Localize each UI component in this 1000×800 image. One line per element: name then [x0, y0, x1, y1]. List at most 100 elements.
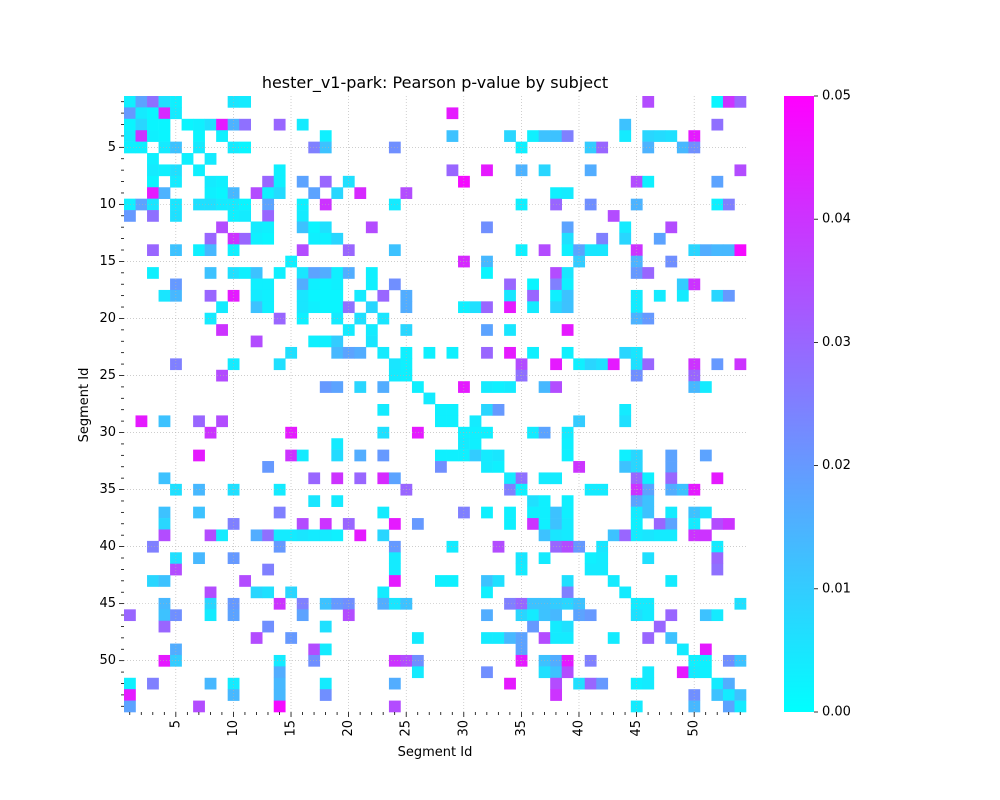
heatmap-cell	[446, 540, 459, 553]
heatmap-cell	[584, 141, 597, 154]
heatmap-cell	[377, 449, 390, 462]
heatmap-cell	[561, 597, 574, 610]
heatmap-cell	[411, 632, 424, 644]
heatmap-cell	[331, 529, 344, 542]
heatmap-cell	[354, 381, 367, 393]
heatmap-cell	[561, 495, 574, 507]
heatmap-cell	[158, 575, 171, 587]
x-axis-label: Segment Id	[398, 745, 473, 760]
heatmap-cell	[400, 358, 413, 371]
heatmap-cell	[388, 472, 401, 485]
heatmap-cell	[285, 449, 298, 462]
heatmap-cell	[538, 506, 551, 519]
heatmap-cell	[331, 289, 344, 302]
heatmap-cell	[147, 153, 159, 165]
heatmap-cell	[158, 609, 171, 622]
heatmap-cell	[216, 324, 228, 336]
heatmap-cell	[319, 689, 332, 701]
heatmap-cell	[711, 118, 724, 131]
heatmap-cell	[331, 232, 344, 245]
heatmap-cell	[584, 563, 597, 576]
heatmap-cell	[296, 289, 309, 302]
heatmap-cell	[550, 609, 563, 622]
heatmap-cell	[296, 118, 309, 131]
heatmap-cell	[527, 518, 539, 530]
heatmap-cell	[630, 700, 643, 713]
heatmap-cell	[722, 654, 735, 667]
heatmap-cell	[653, 232, 666, 245]
heatmap-cell	[308, 335, 321, 348]
y-tick-label: 15	[99, 254, 116, 269]
heatmap-cell	[722, 518, 735, 530]
heatmap-cell	[158, 118, 171, 131]
heatmap-cell	[204, 232, 217, 245]
heatmap-cell	[135, 130, 148, 142]
heatmap-cell	[158, 597, 171, 610]
heatmap-cell	[158, 529, 171, 542]
heatmap-cell	[296, 267, 309, 279]
heatmap-cell	[354, 472, 367, 485]
heatmap-cell	[227, 289, 240, 302]
heatmap-cell	[147, 575, 159, 587]
heatmap-cell	[388, 278, 401, 291]
heatmap-cell	[676, 278, 689, 291]
x-tick-label: 30	[456, 720, 471, 737]
heatmap-cell	[527, 426, 539, 439]
heatmap-cell	[124, 700, 136, 713]
heatmap-cell	[273, 677, 286, 690]
heatmap-cell	[481, 381, 493, 393]
colorbar	[784, 96, 814, 712]
heatmap-cell	[630, 461, 643, 473]
heatmap-cell	[158, 518, 171, 530]
heatmap-cell	[262, 586, 275, 599]
heatmap-cell	[492, 575, 505, 587]
heatmap-cell	[734, 654, 747, 667]
heatmap-cell	[561, 529, 574, 542]
heatmap-cell	[688, 358, 701, 371]
heatmap-cell	[642, 529, 655, 542]
heatmap-cell	[584, 483, 597, 496]
heatmap-cell	[492, 461, 505, 473]
heatmap-cell	[227, 187, 240, 199]
heatmap-cell	[170, 244, 182, 257]
heatmap-cell	[250, 267, 263, 279]
colorbar-tick-label: 0.05	[822, 89, 851, 104]
heatmap-cell	[308, 643, 321, 656]
heatmap-cell	[285, 586, 298, 599]
heatmap-cell	[642, 96, 655, 108]
heatmap-cell	[388, 575, 401, 587]
heatmap-cell	[216, 118, 228, 131]
heatmap-cell	[481, 221, 493, 234]
heatmap-cell	[561, 130, 574, 142]
heatmap-cell	[400, 301, 413, 314]
heatmap-cell	[296, 244, 309, 257]
heatmap-cell	[642, 358, 655, 371]
heatmap-cell	[561, 666, 574, 679]
colorbar-tick-label: 0.02	[822, 458, 851, 473]
heatmap-cell	[239, 96, 252, 108]
heatmap-cell	[204, 198, 217, 211]
heatmap-cell	[596, 358, 609, 371]
heatmap-cell	[216, 529, 228, 542]
heatmap-cell	[481, 575, 493, 587]
heatmap-cell	[331, 346, 344, 359]
heatmap-cell	[688, 130, 701, 142]
heatmap-cell	[124, 130, 136, 142]
heatmap-cell	[319, 529, 332, 542]
heatmap-cell	[561, 221, 574, 234]
heatmap-cell	[607, 529, 620, 542]
colorbar-tick-label: 0.01	[822, 581, 851, 596]
heatmap-cell	[642, 632, 655, 644]
heatmap-cell	[653, 130, 666, 142]
heatmap-cell	[204, 677, 217, 690]
heatmap-cell	[135, 141, 148, 154]
heatmap-cell	[630, 472, 643, 485]
heatmap-cell	[504, 506, 516, 519]
heatmap-cell	[527, 289, 539, 302]
heatmap-cell	[400, 346, 413, 359]
heatmap-cell	[734, 689, 747, 701]
heatmap-cell	[319, 221, 332, 234]
heatmap-cell	[550, 267, 563, 279]
heatmap-cell	[665, 632, 678, 644]
